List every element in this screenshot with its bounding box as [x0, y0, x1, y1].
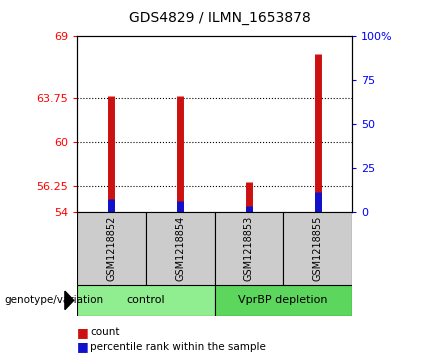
- Text: GSM1218854: GSM1218854: [175, 216, 185, 281]
- Text: control: control: [126, 295, 165, 305]
- Text: VprBP depletion: VprBP depletion: [238, 295, 328, 305]
- Bar: [146, 212, 215, 285]
- Text: GSM1218852: GSM1218852: [106, 216, 116, 281]
- Bar: [77, 285, 215, 316]
- Text: GSM1218853: GSM1218853: [244, 216, 254, 281]
- Text: genotype/variation: genotype/variation: [4, 295, 103, 305]
- Text: ■: ■: [77, 326, 89, 339]
- Text: percentile rank within the sample: percentile rank within the sample: [90, 342, 266, 352]
- Bar: [283, 212, 352, 285]
- Bar: [77, 212, 146, 285]
- Text: GDS4829 / ILMN_1653878: GDS4829 / ILMN_1653878: [129, 11, 311, 25]
- Polygon shape: [65, 291, 74, 310]
- Text: count: count: [90, 327, 120, 337]
- Text: GSM1218855: GSM1218855: [313, 216, 323, 281]
- Bar: [215, 212, 283, 285]
- Bar: [215, 285, 352, 316]
- Text: ■: ■: [77, 340, 89, 353]
